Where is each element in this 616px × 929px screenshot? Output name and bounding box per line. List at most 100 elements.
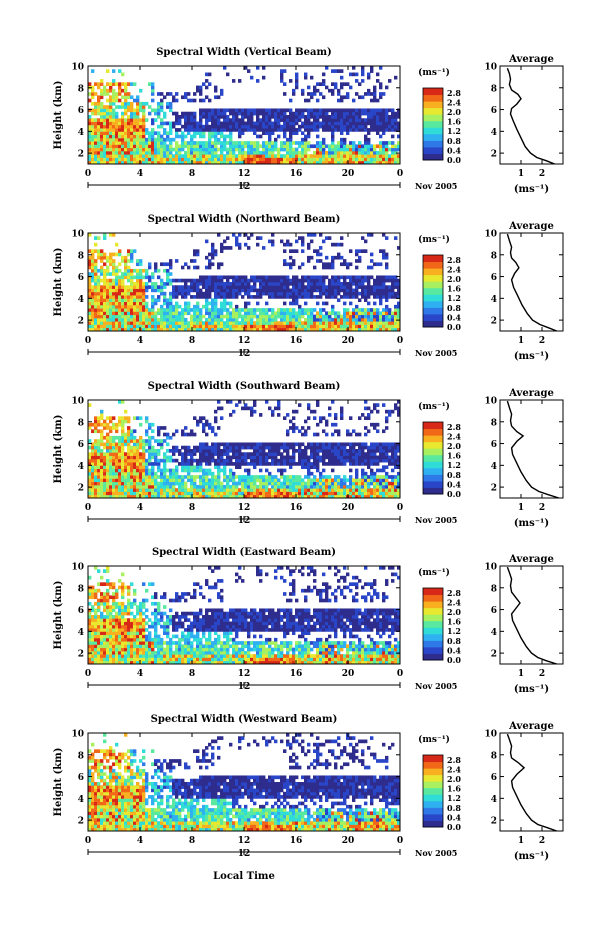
- heatmap-cell: [208, 157, 212, 162]
- heatmap-cell: [250, 157, 254, 162]
- heatmap-cell: [253, 124, 257, 129]
- heatmap-cell: [370, 285, 374, 289]
- date-label: Nov 2005: [415, 348, 457, 358]
- heatmap-cell: [106, 468, 110, 473]
- heatmap-cell: [280, 475, 284, 479]
- heatmap-cell: [274, 449, 278, 453]
- heatmap-cell: [292, 111, 296, 116]
- heatmap-cell: [334, 121, 338, 126]
- heatmap-cell: [160, 439, 164, 443]
- heatmap-cell: [160, 458, 164, 463]
- heatmap-cell: [157, 150, 161, 155]
- heatmap-cell: [100, 82, 104, 86]
- heatmap-cell: [286, 484, 290, 489]
- heatmap-cell: [118, 105, 122, 109]
- heatmap-cell: [349, 115, 353, 119]
- heatmap-cell: [184, 481, 188, 486]
- heatmap-cell: [241, 452, 245, 456]
- heatmap-cell: [184, 462, 188, 466]
- heatmap-cell: [220, 406, 224, 411]
- average-x-label: (ms⁻¹): [514, 351, 549, 362]
- heatmap-cell: [217, 406, 221, 411]
- heatmap-cell: [133, 147, 137, 152]
- heatmap-cell: [307, 288, 311, 293]
- heatmap-cell: [226, 488, 230, 492]
- heatmap-cell: [157, 124, 161, 129]
- heatmap-cell: [250, 278, 254, 283]
- heatmap-cell: [223, 449, 227, 453]
- heatmap-cell: [223, 154, 227, 158]
- heatmap-cell: [109, 95, 113, 100]
- heatmap-cell: [157, 494, 161, 499]
- heatmap-cell: [313, 488, 317, 492]
- heatmap-cell: [205, 275, 209, 280]
- heatmap-cell: [340, 282, 344, 286]
- heatmap-cell: [226, 295, 230, 299]
- heatmap-cell: [256, 308, 260, 312]
- heatmap-cell: [91, 324, 95, 329]
- heatmap-cell: [268, 137, 272, 142]
- heatmap-cell: [259, 278, 263, 283]
- heatmap-cell: [277, 118, 281, 122]
- date-tick-label: 12: [238, 349, 251, 359]
- heatmap-cell: [349, 111, 353, 116]
- heatmap-cell: [307, 157, 311, 162]
- heatmap-cell: [304, 75, 308, 80]
- heatmap-cell: [217, 128, 221, 132]
- heatmap-cell: [127, 429, 131, 434]
- heatmap-cell: [124, 301, 128, 306]
- heatmap-cell: [265, 442, 269, 447]
- heatmap-cell: [358, 95, 362, 100]
- heatmap-cell: [100, 108, 104, 113]
- heatmap-cell: [97, 124, 101, 129]
- heatmap-cell: [115, 491, 119, 496]
- heatmap-cell: [103, 160, 107, 165]
- heatmap-cell: [100, 494, 104, 499]
- heatmap-cell: [97, 449, 101, 453]
- heatmap-cell: [109, 295, 113, 299]
- heatmap-cell: [127, 419, 131, 424]
- heatmap-cell: [142, 141, 146, 145]
- heatmap-cell: [181, 462, 185, 466]
- heatmap-cell: [268, 134, 272, 139]
- heatmap-cell: [262, 291, 266, 296]
- heatmap-cell: [145, 317, 149, 322]
- heatmap-cell: [217, 282, 221, 286]
- heatmap-cell: [298, 308, 302, 312]
- heatmap-cell: [292, 475, 296, 479]
- heatmap-cell: [364, 150, 368, 155]
- heatmap-cell: [136, 288, 140, 293]
- heatmap-cell: [142, 311, 146, 316]
- average-title: Average: [508, 221, 554, 232]
- heatmap-cell: [325, 154, 329, 158]
- heatmap-cell: [295, 278, 299, 283]
- heatmap-cell: [250, 409, 254, 414]
- heatmap-cell: [196, 488, 200, 492]
- heatmap-cell: [385, 321, 389, 325]
- heatmap-cell: [160, 327, 164, 332]
- heatmap-cell: [118, 82, 122, 86]
- heatmap-cell: [118, 442, 122, 447]
- heatmap-cell: [91, 295, 95, 299]
- heatmap-cell: [244, 160, 248, 165]
- heatmap-cell: [220, 121, 224, 126]
- heatmap-cell: [205, 278, 209, 283]
- heatmap-cell: [163, 154, 167, 158]
- heatmap-cell: [187, 131, 191, 135]
- heatmap-cell: [109, 252, 113, 257]
- heatmap-cell: [121, 445, 125, 450]
- heatmap-cell: [109, 449, 113, 453]
- heatmap-cell: [247, 491, 251, 496]
- heatmap-cell: [295, 327, 299, 332]
- average-y-tick-label: 6: [491, 273, 497, 283]
- heatmap-cell: [229, 134, 233, 139]
- heatmap-cell: [289, 121, 293, 126]
- heatmap-cell: [211, 488, 215, 492]
- heatmap-cell: [313, 416, 317, 420]
- heatmap-cell: [235, 465, 239, 469]
- heatmap-cell: [103, 301, 107, 306]
- heatmap-cell: [310, 282, 314, 286]
- heatmap-cell: [109, 137, 113, 142]
- heatmap-cell: [175, 445, 179, 450]
- heatmap-cell: [184, 115, 188, 119]
